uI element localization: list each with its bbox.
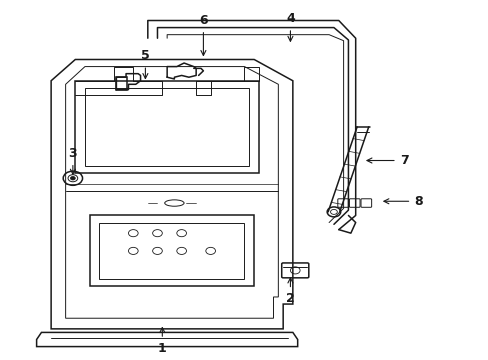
Circle shape bbox=[70, 176, 75, 180]
Text: 5: 5 bbox=[141, 49, 149, 78]
Text: 2: 2 bbox=[285, 278, 294, 305]
Text: 4: 4 bbox=[285, 12, 294, 41]
Text: 6: 6 bbox=[199, 14, 207, 55]
Text: 8: 8 bbox=[383, 195, 422, 208]
Text: 3: 3 bbox=[68, 147, 77, 174]
Text: 1: 1 bbox=[158, 328, 166, 355]
Text: 7: 7 bbox=[366, 154, 407, 167]
